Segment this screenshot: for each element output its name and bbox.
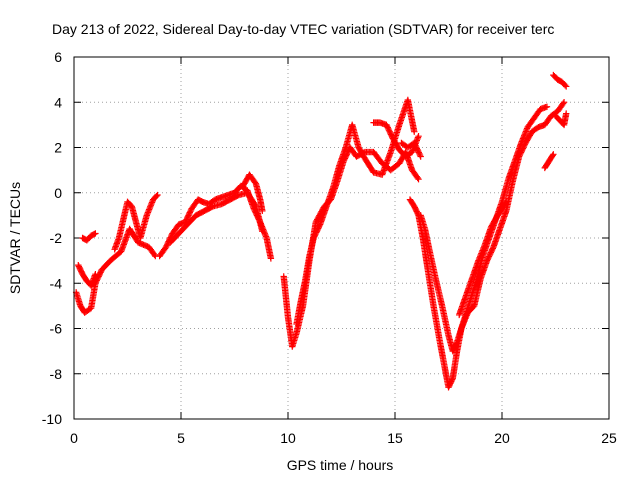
- plus-marker: [415, 175, 422, 183]
- y-tick-label: -2: [50, 230, 63, 246]
- y-axis-label: SDTVAR / TECUs: [7, 182, 23, 294]
- series-a: [72, 225, 159, 316]
- plus-marker: [543, 103, 551, 110]
- series-k: [398, 139, 424, 160]
- series-n: [456, 198, 510, 319]
- plus-marker: [414, 210, 422, 218]
- plus-marker: [267, 255, 275, 262]
- plus-marker: [563, 110, 570, 117]
- plus-marker: [560, 99, 568, 106]
- x-tick-label: 25: [601, 430, 617, 446]
- plus-marker: [151, 251, 158, 259]
- x-tick-label: 0: [70, 430, 78, 446]
- series-g: [239, 171, 266, 215]
- plus-marker: [559, 100, 567, 107]
- y-tick-label: 0: [54, 185, 62, 201]
- y-tick-label: 6: [54, 49, 62, 65]
- x-tick-label: 15: [387, 430, 403, 446]
- y-tick-label: -8: [50, 366, 63, 382]
- plus-marker: [549, 152, 556, 159]
- series-d: [111, 191, 161, 253]
- x-tick-label: 10: [280, 430, 296, 446]
- plus-marker: [92, 271, 99, 278]
- plus-marker: [415, 132, 422, 140]
- plus-marker: [414, 174, 421, 182]
- plot-frame: [73, 56, 610, 420]
- series-q: [552, 110, 570, 129]
- series-e: [156, 182, 275, 262]
- series-c: [79, 230, 99, 244]
- plus-marker: [448, 376, 456, 383]
- series-l: [406, 99, 568, 391]
- y-tick-label: 4: [54, 94, 62, 110]
- x-axis-label: GPS time / hours: [287, 457, 394, 473]
- plus-marker: [259, 228, 266, 235]
- plus-marker: [417, 153, 424, 160]
- plus-marker: [563, 83, 570, 90]
- x-tick-label: 20: [494, 430, 510, 446]
- grid: [74, 57, 609, 419]
- plus-marker: [502, 199, 509, 207]
- series-h: [280, 144, 422, 350]
- y-tick-label: -4: [50, 275, 63, 291]
- plus-marker: [411, 128, 418, 135]
- plus-marker: [154, 191, 161, 199]
- series-j: [370, 119, 422, 160]
- chart-title: Day 213 of 2022, Sidereal Day-to-day VTE…: [52, 21, 554, 37]
- plus-marker: [453, 340, 460, 347]
- plus-marker: [316, 222, 323, 229]
- series-o: [541, 151, 557, 172]
- x-tick-label: 5: [177, 430, 185, 446]
- plus-marker: [416, 151, 424, 159]
- tick-labels: 0 5 10 15 20 25 -10 -8 -6 -4 -2 0 2 4 6: [42, 49, 617, 446]
- data-points: [72, 71, 570, 391]
- y-tick-label: -10: [42, 411, 62, 427]
- series-p: [550, 71, 570, 90]
- series-m: [417, 103, 551, 355]
- plus-marker: [259, 207, 266, 215]
- plus-marker: [561, 82, 569, 89]
- plus-marker: [153, 192, 160, 200]
- series-f: [167, 189, 266, 246]
- y-tick-label: 2: [54, 140, 62, 156]
- plus-marker: [489, 245, 496, 252]
- series-b: [75, 261, 99, 289]
- plus-marker: [92, 230, 99, 237]
- plus-marker: [503, 198, 510, 205]
- y-tick-label: -6: [50, 321, 63, 337]
- plus-marker: [550, 151, 557, 158]
- series-i: [293, 96, 418, 328]
